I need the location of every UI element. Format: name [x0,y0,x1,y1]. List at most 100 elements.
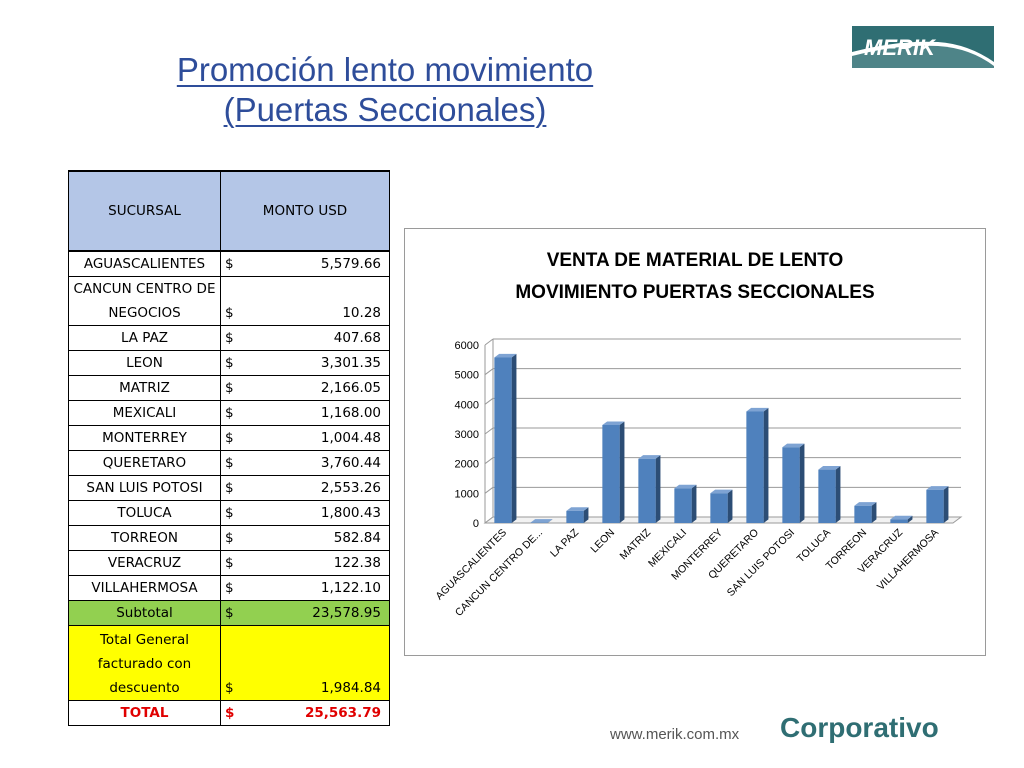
bar-side [619,421,625,523]
table-body: AGUASCALIENTES $5,579.66 CANCUN CENTRO DE … [68,250,390,726]
table-row: LEON $3,301.35 [68,350,390,376]
row-currency: $ [220,575,235,601]
table-row: MONTERREY $1,004.48 [68,425,390,451]
chart-plot: 0100020003000400050006000AGUASCALIENTESC… [433,338,963,619]
bar-top [602,421,625,426]
table-row: MATRIZ $2,166.05 [68,375,390,401]
row-sucursal: VERACRUZ [68,550,221,576]
row-amount: 2,166.05 [235,375,390,401]
row-sucursal: MONTERREY [68,425,221,451]
table-row: QUERETARO $3,760.44 [68,450,390,476]
table-row: TOLUCA $1,800.43 [68,500,390,526]
bar [602,421,625,523]
row-currency: $ [220,500,235,526]
row-currency: $ [220,425,235,451]
y-tick-label: 5000 [455,370,479,382]
bar [710,489,733,523]
bar-front [494,357,512,523]
bar [890,515,913,523]
row-sucursal: MEXICALI [68,400,221,426]
bar [566,507,589,523]
bar-front [782,447,800,523]
header-monto: MONTO USD [220,170,390,252]
bar-front [854,505,872,523]
gridline-side [484,486,494,494]
bar [818,465,841,523]
row-sucursal: QUERETARO [68,450,221,476]
bar [494,353,517,523]
bar-top [494,353,517,358]
bar-top [818,465,841,470]
row-sucursal: Total General facturado con descuento [68,625,221,701]
row-currency: $ [220,350,235,376]
x-tick-label: LEON [588,527,617,556]
table-row: VERACRUZ $122.38 [68,550,390,576]
bar-side [799,443,805,523]
sales-table: SUCURSAL MONTO USD AGUASCALIENTES $5,579.… [68,170,390,726]
bar-side [691,484,697,523]
row-currency: $ [220,600,235,626]
gridline-side [484,338,494,346]
bar-side [763,407,769,523]
bar-side [655,455,661,523]
bar-front [674,488,692,523]
bar-top [530,519,553,523]
table-header-row: SUCURSAL MONTO USD [68,170,390,252]
bar-top [566,507,589,511]
table-row: MEXICALI $1,168.00 [68,400,390,426]
table-row: LA PAZ $407.68 [68,325,390,351]
bar [782,443,805,523]
bar-side [871,502,877,523]
gridline-side [484,427,494,435]
row-currency: $ [220,250,235,277]
row-amount: 10.28 [235,276,390,326]
page-title-line1: Promoción lento movimiento [176,51,594,88]
row-sucursal: Subtotal [68,600,221,626]
bar [638,455,661,523]
x-tick-label: VILLAHERMOSA [875,527,941,593]
merik-logo: MERIK [852,26,994,68]
gridline-side [484,457,494,465]
row-amount: 582.84 [235,525,390,551]
row-currency: $ [220,550,235,576]
row-amount: 25,563.79 [235,700,390,726]
bar-top [710,489,733,494]
table-row: AGUASCALIENTES $5,579.66 [68,250,390,277]
bar-top [674,484,697,489]
y-tick-label: 4000 [455,399,479,411]
row-amount: 2,553.26 [235,475,390,501]
page-title-line2: (Puertas Seccionales) [223,91,547,128]
row-sucursal: VILLAHERMOSA [68,575,221,601]
row-sucursal: TORREON [68,525,221,551]
row-amount: 407.68 [235,325,390,351]
row-currency: $ [220,276,235,326]
row-sucursal: CANCUN CENTRO DE NEGOCIOS [68,276,221,326]
bar-front [638,458,656,523]
y-tick-label: 6000 [455,340,479,352]
row-amount: 1,122.10 [235,575,390,601]
chart-title: VENTA DE MATERIAL DE LENTO MOVIMIENTO PU… [405,245,985,309]
bar-side [583,507,589,523]
row-sucursal: LA PAZ [68,325,221,351]
bar [530,519,553,523]
bar-side [907,515,913,523]
row-amount: 1,168.00 [235,400,390,426]
table-row: CANCUN CENTRO DE NEGOCIOS $10.28 [68,276,390,326]
table-row: SAN LUIS POTOSI $2,553.26 [68,475,390,501]
row-currency: $ [220,625,235,701]
footer-brand: Corporativo [780,712,939,743]
row-currency: $ [220,325,235,351]
y-tick-label: 2000 [455,459,479,471]
row-currency: $ [220,400,235,426]
bar-side [511,353,517,523]
row-amount: 1,800.43 [235,500,390,526]
row-amount: 1,984.84 [235,625,390,701]
bar-side [727,489,733,523]
bar-front [818,469,836,523]
footer-url[interactable]: www.merik.com.mx [610,726,740,743]
general-total-row: Total General facturado con descuento $1,… [68,625,390,701]
chart-title-line1: VENTA DE MATERIAL DE LENTO [546,250,844,271]
bar [926,486,949,523]
x-tick-label: MATRIZ [618,526,654,562]
page-title: Promoción lento movimiento (Puertas Secc… [100,50,670,130]
